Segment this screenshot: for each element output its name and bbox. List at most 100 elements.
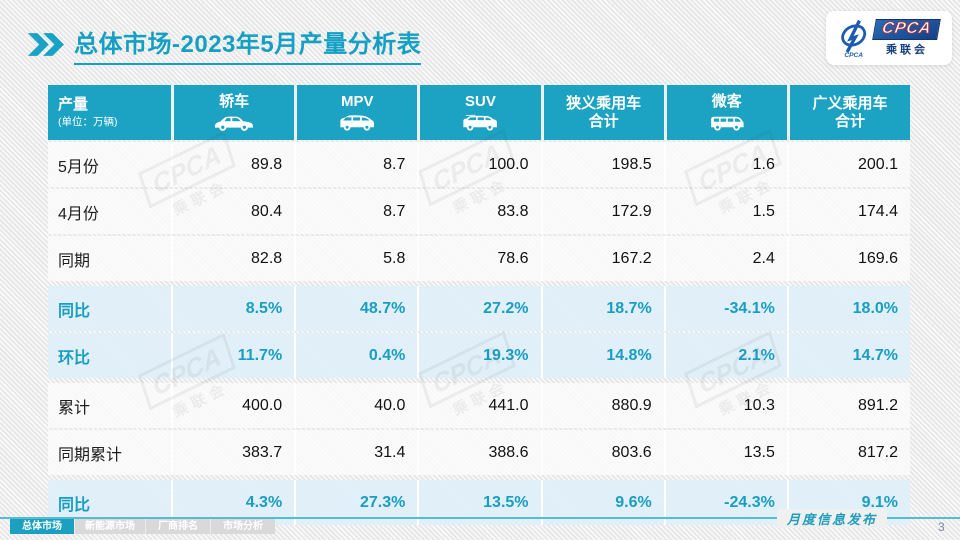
- cell-value: 169.6: [786, 236, 911, 281]
- page-title: 总体市场-2023年5月产量分析表: [74, 24, 422, 65]
- footer-tab-3[interactable]: 厂商排名: [145, 519, 210, 534]
- cell-value: 13.5: [663, 430, 787, 475]
- cell-value: 14.7%: [786, 333, 911, 378]
- cpca-logo: CPCA CPCA 乘联会: [826, 11, 952, 65]
- title-prefix: 总体市场: [74, 31, 172, 58]
- cell-value: 27.2%: [417, 286, 541, 331]
- svg-text:CPCA: CPCA: [845, 52, 864, 59]
- cell-value: 388.6: [417, 430, 541, 475]
- cell-value: 803.6: [540, 430, 664, 475]
- table-row: 累计 400.0 40.0 441.0 880.9 10.3 891.2: [48, 383, 911, 428]
- cell-value: 880.9: [540, 383, 664, 428]
- table-row: 环比 11.7% 0.4% 19.3% 14.8% 2.1% 14.7%: [48, 333, 911, 378]
- column-subtitle: 合计: [834, 112, 865, 130]
- footer-divider-line: [0, 517, 960, 519]
- table-header: 产量 (单位：万辆) 轿车 MPV SUV 狭义乘用车 合计 微客 广义乘用车 合计: [48, 85, 911, 140]
- column-title: MPV: [341, 93, 374, 111]
- cell-value: 100.0: [417, 142, 541, 187]
- table-row: 同期累计 383.7 31.4 388.6 803.6 13.5 817.2: [48, 430, 911, 475]
- column-header-4: 狭义乘用车 合计: [540, 85, 664, 140]
- cell-value: 18.7%: [540, 286, 664, 331]
- footer-tab-1[interactable]: 总体市场: [10, 519, 74, 534]
- cell-value: 11.7%: [171, 333, 295, 378]
- cell-value: 18.0%: [786, 286, 911, 331]
- row-label: 环比: [48, 333, 171, 378]
- double-chevron-icon: [27, 33, 64, 56]
- sedan-car-icon: [215, 116, 254, 131]
- cell-value: 441.0: [417, 383, 541, 428]
- microvan-icon: [710, 116, 744, 131]
- cell-value: 198.5: [540, 142, 664, 187]
- table-row: 同期 82.8 5.8 78.6 167.2 2.4 169.6: [48, 236, 911, 281]
- title-row: 总体市场-2023年5月产量分析表: [26, 24, 422, 65]
- footer-tab-4[interactable]: 市场分析: [210, 519, 275, 534]
- row-label: 同期: [48, 236, 171, 281]
- row-label: 4月份: [48, 189, 171, 234]
- page-number: 3: [938, 520, 945, 534]
- column-header-3: SUV: [417, 85, 541, 140]
- table-row: 同比 8.5% 48.7% 27.2% 18.7% -34.1% 18.0%: [48, 286, 911, 331]
- cell-value: 0.4%: [294, 333, 418, 378]
- column-header-6: 广义乘用车 合计: [786, 85, 911, 140]
- logo-acronym-box: CPCA: [872, 19, 942, 40]
- cell-value: 2.1%: [663, 333, 787, 378]
- cell-value: 82.8: [171, 236, 295, 281]
- column-title: 狭义乘用车: [566, 94, 642, 112]
- column-title: 微客: [711, 93, 742, 111]
- cell-value: 89.8: [171, 142, 295, 187]
- cell-value: 891.2: [786, 383, 911, 428]
- column-title: 轿车: [219, 93, 250, 111]
- column-header-1: 轿车: [171, 85, 295, 140]
- production-table: 产量 (单位：万辆) 轿车 MPV SUV 狭义乘用车 合计 微客 广义乘用车 合计 5月份 8…: [48, 85, 911, 525]
- cell-value: 19.3%: [417, 333, 541, 378]
- cell-value: 14.8%: [540, 333, 664, 378]
- row-label: 同比: [48, 286, 171, 331]
- cell-value: 8.7: [294, 189, 418, 234]
- cell-value: 31.4: [294, 430, 418, 475]
- footer-tabs: 总体市场 新能源市场 厂商排名 市场分析: [10, 519, 275, 534]
- cell-value: 2.4: [663, 236, 787, 281]
- cell-value: 5.8: [294, 236, 418, 281]
- table-row: 5月份 89.8 8.7 100.0 198.5 1.6 200.1: [48, 142, 911, 187]
- publication-label: 月度信息发布: [777, 509, 888, 528]
- cell-value: 167.2: [540, 236, 664, 281]
- column-header-5: 微客: [663, 85, 787, 140]
- cell-value: 8.7: [294, 142, 418, 187]
- row-label: 5月份: [48, 142, 171, 187]
- cell-value: 817.2: [786, 430, 911, 475]
- cell-value: 40.0: [294, 383, 418, 428]
- cell-value: 48.7%: [294, 286, 418, 331]
- cell-value: 10.3: [663, 383, 787, 428]
- cell-value: 1.6: [663, 142, 787, 187]
- cell-value: 1.5: [663, 189, 787, 234]
- cell-value: 383.7: [171, 430, 295, 475]
- cell-value: 80.4: [171, 189, 295, 234]
- corner-header-cell: 产量 (单位：万辆): [48, 85, 171, 140]
- cell-value: 200.1: [786, 142, 911, 187]
- logo-acronym: CPCA: [881, 20, 934, 38]
- cell-value: 83.8: [417, 189, 541, 234]
- row-label: 累计: [48, 383, 171, 428]
- row-label: 同期累计: [48, 430, 171, 475]
- corner-unit: (单位：万辆): [58, 116, 118, 129]
- suv-car-icon: [463, 114, 498, 131]
- logo-main: CPCA 乘联会: [872, 19, 942, 57]
- table-body: 5月份 89.8 8.7 100.0 198.5 1.6 200.1 4月份 80.4 8.7 83…: [48, 142, 911, 525]
- mpv-car-icon: [340, 115, 375, 131]
- cell-value: 400.0: [171, 383, 295, 428]
- column-header-2: MPV: [294, 85, 418, 140]
- footer-tab-2[interactable]: 新能源市场: [74, 519, 145, 534]
- logo-chinese: 乘联会: [886, 44, 928, 56]
- corner-label: 产量: [58, 95, 89, 113]
- column-title: 广义乘用车: [812, 94, 888, 112]
- cpca-emblem-icon: CPCA: [841, 19, 867, 59]
- column-subtitle: 合计: [588, 112, 619, 130]
- table-row: 4月份 80.4 8.7 83.8 172.9 1.5 174.4: [48, 189, 911, 234]
- column-title: SUV: [465, 93, 496, 111]
- title-suffix: -2023年5月产量分析表: [172, 31, 422, 58]
- cell-value: 174.4: [786, 189, 911, 234]
- cell-value: -34.1%: [663, 286, 787, 331]
- cell-value: 78.6: [417, 236, 541, 281]
- cell-value: 172.9: [540, 189, 664, 234]
